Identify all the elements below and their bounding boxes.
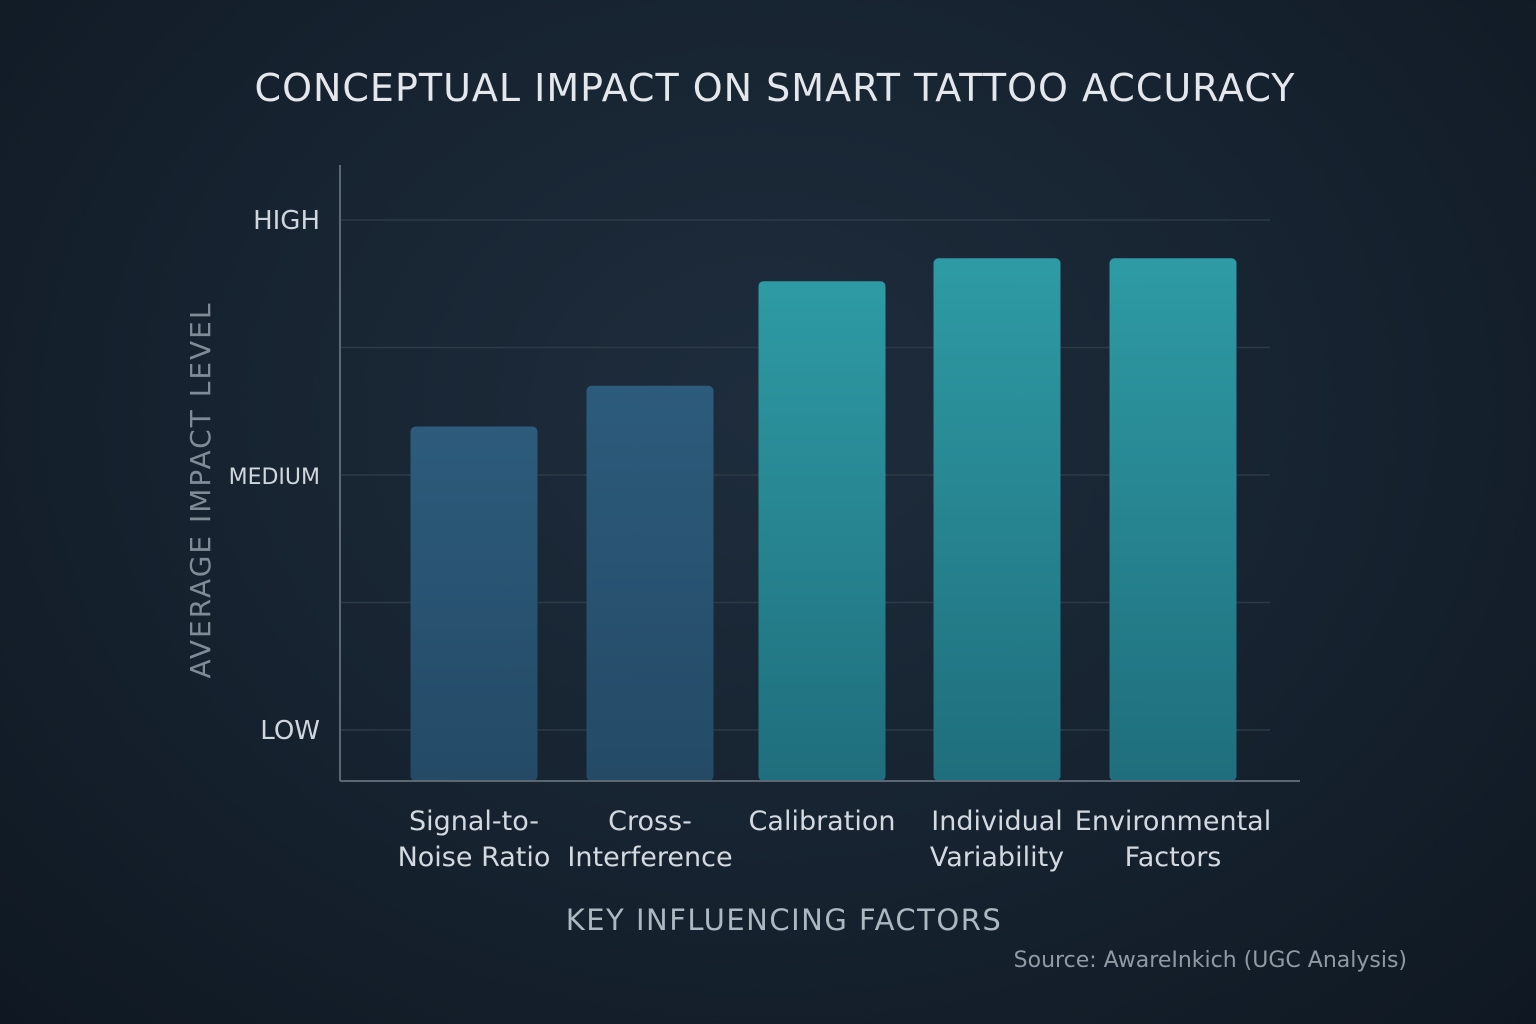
x-tick-label-3: Individual Variability	[930, 806, 1064, 873]
x-tick-label-4: Environmental Factors	[1075, 806, 1271, 873]
x-tick-label-1: Cross-Interference	[567, 806, 732, 873]
bar-1	[586, 385, 714, 781]
y-tick-label-low: LOW	[260, 716, 320, 746]
bars	[410, 258, 1237, 781]
x-tick-label-2: Calibration	[749, 806, 896, 837]
bar-0	[410, 426, 538, 781]
bar-3	[933, 258, 1061, 781]
y-tick-labels: LOW MEDIUM HIGH	[229, 206, 320, 746]
bar-2	[758, 281, 886, 781]
bar-4	[1109, 258, 1237, 781]
axes	[339, 165, 1300, 782]
x-axis-title: KEY INFLUENCING FACTORS	[566, 903, 1003, 937]
y-tick-label-high: HIGH	[253, 206, 320, 236]
source-note: Source: AwareInkich (UGC Analysis)	[1014, 948, 1407, 973]
y-tick-label-medium: MEDIUM	[229, 465, 320, 490]
chart-title: CONCEPTUAL IMPACT ON SMART TATTOO ACCURA…	[254, 66, 1296, 110]
y-axis-title: AVERAGE IMPACT LEVEL	[184, 302, 217, 679]
x-tick-label-0: Signal-to-Noise Ratio	[398, 806, 551, 873]
